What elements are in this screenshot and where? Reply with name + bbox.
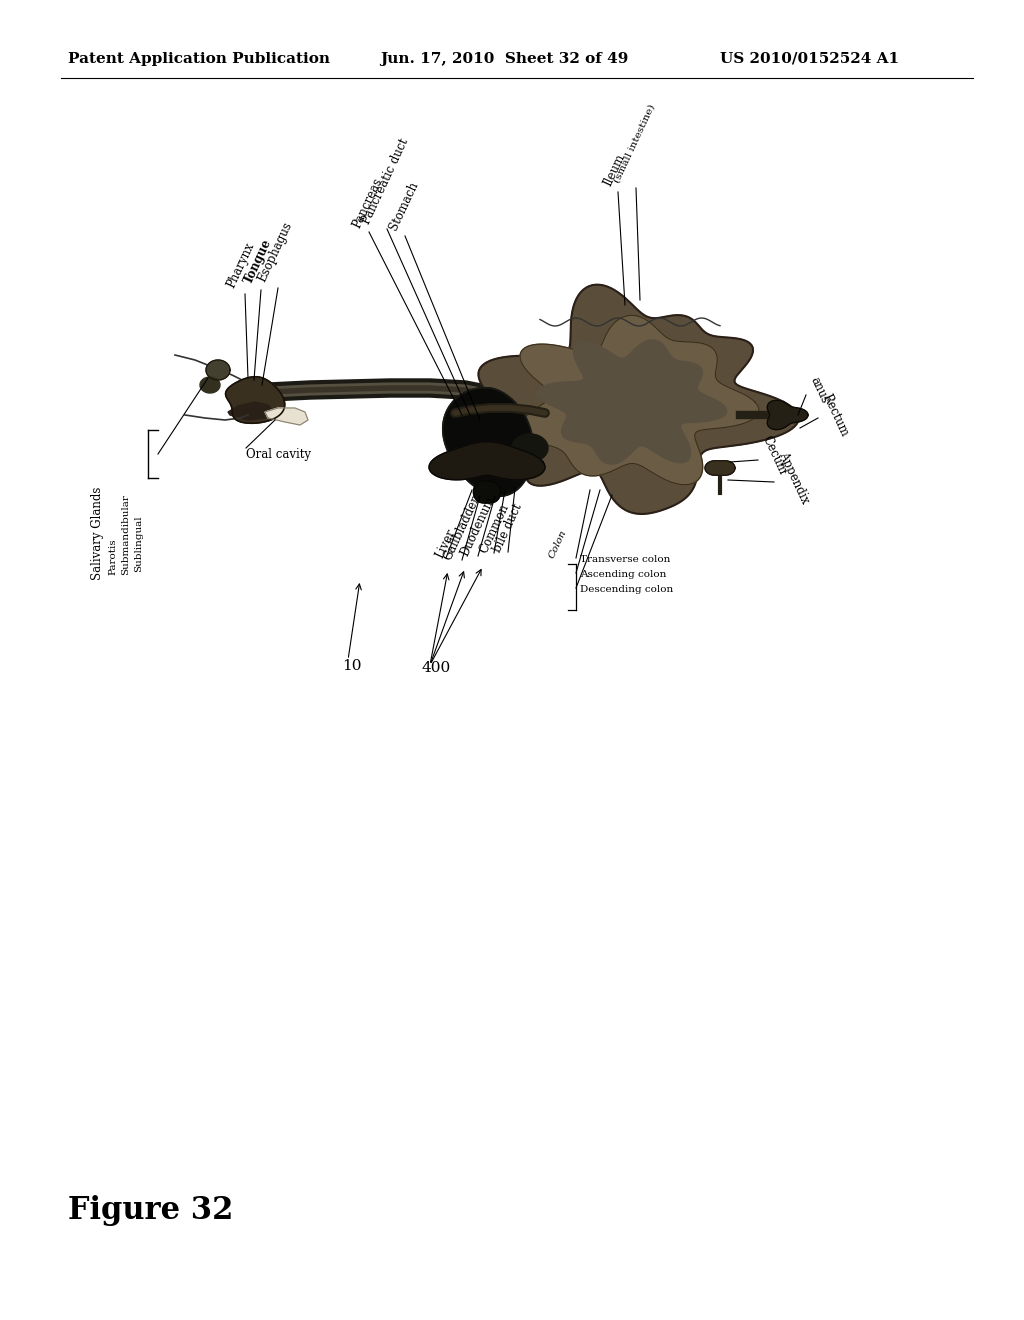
- Polygon shape: [538, 341, 727, 465]
- Polygon shape: [473, 480, 501, 503]
- Text: Cecum: Cecum: [760, 433, 790, 477]
- Polygon shape: [206, 360, 230, 380]
- Text: Ileum: Ileum: [601, 152, 627, 187]
- Text: Submandibular: Submandibular: [122, 494, 130, 576]
- Text: anus: anus: [808, 375, 831, 405]
- Text: Transverse colon: Transverse colon: [580, 554, 671, 564]
- Text: Colon: Colon: [548, 528, 568, 560]
- Polygon shape: [705, 461, 735, 475]
- Text: 10: 10: [342, 659, 361, 673]
- Text: 400: 400: [421, 661, 451, 675]
- Polygon shape: [767, 400, 808, 429]
- Polygon shape: [429, 442, 545, 479]
- Polygon shape: [512, 434, 548, 462]
- Text: Appendix: Appendix: [776, 450, 811, 506]
- Text: Salivary Glands: Salivary Glands: [91, 487, 104, 579]
- Text: Common: Common: [477, 502, 511, 554]
- Text: Gallbladder: Gallbladder: [441, 494, 482, 562]
- Text: Descending colon: Descending colon: [580, 585, 673, 594]
- Polygon shape: [520, 315, 759, 484]
- Text: Patent Application Publication: Patent Application Publication: [68, 51, 330, 66]
- Polygon shape: [478, 285, 799, 513]
- Polygon shape: [228, 403, 272, 420]
- Text: Stomach: Stomach: [387, 180, 421, 232]
- Polygon shape: [225, 376, 285, 424]
- Text: US 2010/0152524 A1: US 2010/0152524 A1: [720, 51, 899, 66]
- Text: Figure 32: Figure 32: [68, 1195, 233, 1226]
- Text: Ascending colon: Ascending colon: [580, 570, 667, 579]
- Text: Pancreas: Pancreas: [350, 176, 385, 230]
- Polygon shape: [442, 388, 534, 496]
- Text: (small intestine): (small intestine): [611, 103, 656, 183]
- Text: Sublingual: Sublingual: [134, 515, 143, 572]
- Text: Pharynx: Pharynx: [225, 240, 257, 290]
- Text: Rectum: Rectum: [820, 392, 851, 438]
- Text: bile duct: bile duct: [492, 502, 525, 554]
- Text: Oral cavity: Oral cavity: [246, 447, 311, 461]
- Text: Parotis: Parotis: [109, 539, 118, 576]
- Polygon shape: [200, 378, 220, 393]
- Text: Pancreatic duct: Pancreatic duct: [360, 136, 412, 226]
- Text: Esophagus: Esophagus: [255, 219, 295, 284]
- Polygon shape: [265, 408, 308, 425]
- Text: Liver: Liver: [433, 527, 459, 560]
- Text: Jun. 17, 2010  Sheet 32 of 49: Jun. 17, 2010 Sheet 32 of 49: [380, 51, 629, 66]
- Text: Duodenum: Duodenum: [459, 494, 498, 558]
- Text: Tongue: Tongue: [242, 236, 274, 286]
